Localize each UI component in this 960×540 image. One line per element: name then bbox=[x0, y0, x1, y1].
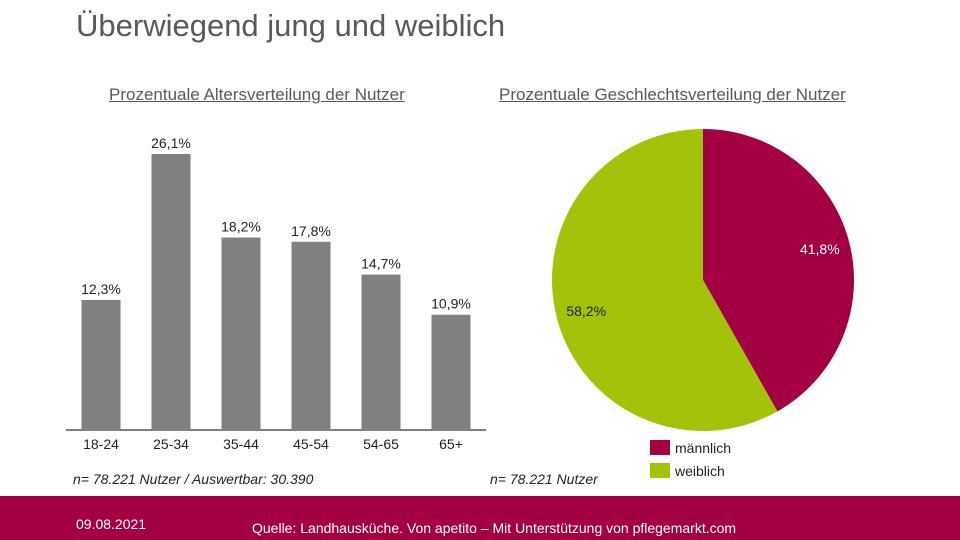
footer: 09.08.2021 Quelle: Landhausküche. Von ap… bbox=[0, 496, 960, 540]
pie-data-label: 41,8% bbox=[800, 241, 840, 257]
legend-label: männlich bbox=[675, 439, 732, 456]
x-tick-label: 18-24 bbox=[83, 436, 119, 452]
footer-date: 09.08.2021 bbox=[76, 516, 147, 532]
bar-note: n= 78.221 Nutzer / Auswertbar: 30.390 bbox=[73, 471, 314, 487]
bar bbox=[221, 237, 261, 430]
x-tick-label: 25-34 bbox=[153, 436, 189, 452]
x-tick-label: 45-54 bbox=[293, 436, 329, 452]
pie-slice-maennlich bbox=[703, 129, 854, 412]
x-tick-label: 65+ bbox=[439, 436, 463, 452]
legend-item-maennlich: männlich bbox=[650, 436, 731, 459]
legend-swatch bbox=[650, 463, 670, 478]
bar-data-label: 10,9% bbox=[431, 296, 471, 312]
bar bbox=[431, 314, 471, 430]
bar-data-label: 14,7% bbox=[361, 256, 401, 272]
footer-source: Quelle: Landhausküche. Von apetito – Mit… bbox=[252, 520, 737, 536]
x-tick-label: 54-65 bbox=[363, 436, 399, 452]
bar bbox=[151, 154, 191, 430]
bar-data-label: 17,8% bbox=[291, 223, 331, 239]
pie-chart-title: Prozentuale Geschlechtsverteilung der Nu… bbox=[499, 85, 846, 104]
bar-data-label: 26,1% bbox=[151, 135, 191, 151]
bar bbox=[81, 299, 121, 430]
legend-item-weiblich: weiblich bbox=[650, 459, 731, 482]
bar-data-label: 18,2% bbox=[221, 219, 261, 235]
pie-legend: männlich weiblich bbox=[650, 436, 731, 482]
bar-data-label: 12,3% bbox=[81, 281, 121, 297]
bar-chart-title: Prozentuale Altersverteilung der Nutzer bbox=[109, 85, 405, 104]
pie-slice-weiblich bbox=[552, 129, 778, 431]
pie-data-label: 58,2% bbox=[566, 303, 606, 319]
pie-note: n= 78.221 Nutzer bbox=[490, 471, 598, 487]
legend-label: weiblich bbox=[675, 462, 725, 479]
page-title: Überwiegend jung und weiblich bbox=[76, 8, 506, 43]
x-tick-label: 35-44 bbox=[223, 436, 259, 452]
bar bbox=[291, 241, 331, 430]
legend-swatch bbox=[650, 440, 670, 455]
bar bbox=[361, 274, 401, 430]
